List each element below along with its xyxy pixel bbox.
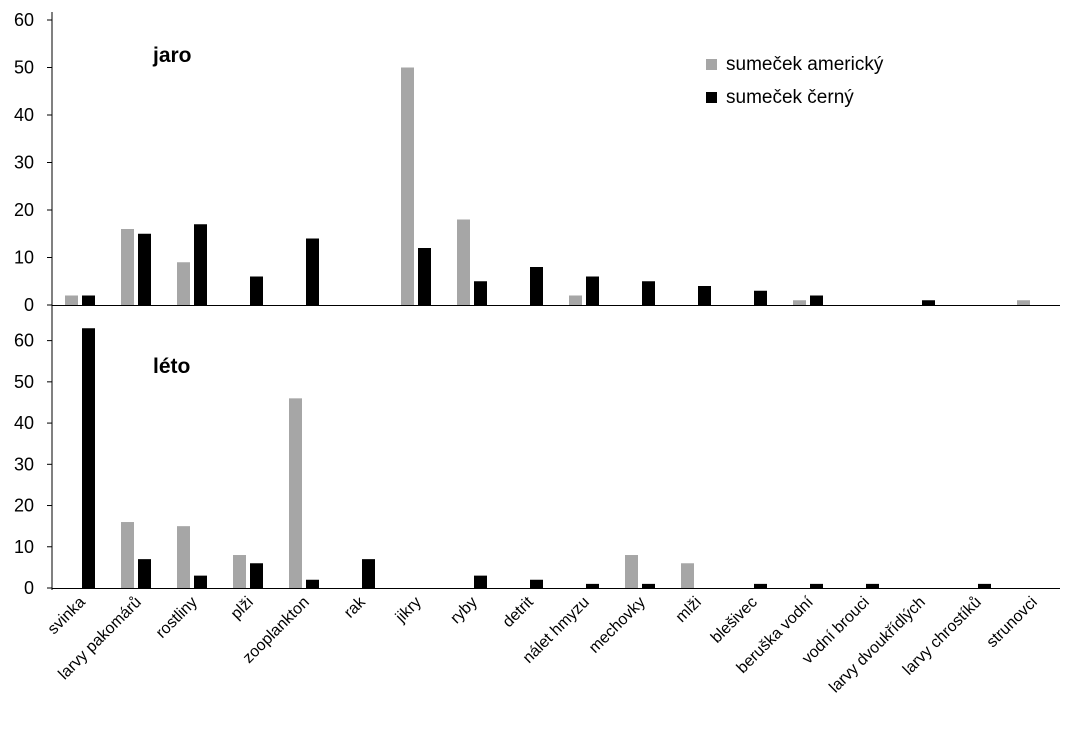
x-category-label: rak (341, 593, 369, 621)
x-category-label: strunovci (984, 594, 1041, 651)
bar (250, 563, 263, 588)
y-tick-label: 40 (14, 413, 34, 433)
panel-title: jaro (152, 44, 192, 67)
bar (586, 583, 599, 588)
legend-label: sumeček americký (726, 54, 884, 75)
bar (569, 295, 582, 305)
bar (65, 295, 78, 305)
legend-swatch (706, 92, 717, 103)
y-tick-label: 60 (14, 10, 34, 30)
bar (810, 583, 823, 588)
y-tick-label: 20 (14, 200, 34, 220)
bar (194, 575, 207, 588)
x-category-label: mechovky (586, 594, 649, 657)
bar (810, 295, 823, 305)
bar (177, 526, 190, 588)
bar (418, 248, 431, 305)
bar (457, 219, 470, 305)
bar (586, 276, 599, 305)
bar (642, 583, 655, 588)
y-tick-label: 30 (14, 454, 34, 474)
bar (82, 295, 95, 305)
bar (474, 575, 487, 588)
y-tick-label: 0 (24, 578, 34, 598)
x-category-label: blešivec (708, 594, 761, 647)
bar (625, 555, 638, 588)
x-category-label: rostliny (153, 594, 201, 642)
bar (681, 563, 694, 588)
bar (306, 579, 319, 588)
bar (306, 238, 319, 305)
x-category-label: plži (228, 594, 257, 623)
bar (121, 229, 134, 305)
legend-label: sumeček černý (726, 87, 854, 108)
x-category-label: jikry (392, 594, 425, 627)
x-category-label: mlži (673, 594, 705, 626)
x-category-label: svinka (45, 594, 89, 638)
bar (289, 398, 302, 588)
bar (362, 559, 375, 588)
y-tick-label: 50 (14, 58, 34, 78)
bar (138, 559, 151, 588)
x-category-label: detrit (500, 593, 538, 631)
y-tick-label: 0 (24, 295, 34, 315)
y-tick-label: 10 (14, 537, 34, 557)
y-tick-label: 40 (14, 105, 34, 125)
y-tick-label: 20 (14, 496, 34, 516)
x-category-label: ryby (447, 594, 480, 627)
bar (250, 276, 263, 305)
bar (754, 583, 767, 588)
y-tick-label: 60 (14, 331, 34, 351)
bar (177, 262, 190, 305)
bar (642, 281, 655, 305)
bar (793, 300, 806, 305)
x-category-label: larvy dvoukřídlých (826, 594, 929, 697)
y-tick-label: 10 (14, 248, 34, 268)
bar (1017, 300, 1030, 305)
bar (194, 224, 207, 305)
bar (922, 300, 935, 305)
bar (121, 522, 134, 588)
bar (978, 583, 991, 588)
bar (401, 67, 414, 305)
legend-swatch (706, 59, 717, 70)
bar (82, 328, 95, 588)
bar (530, 267, 543, 305)
bar (530, 579, 543, 588)
bar (138, 233, 151, 305)
bar (698, 286, 711, 305)
y-tick-label: 30 (14, 153, 34, 173)
panel-title: léto (153, 355, 190, 378)
bar (754, 290, 767, 305)
bar (866, 583, 879, 588)
bar (233, 555, 246, 588)
bar (474, 281, 487, 305)
y-tick-label: 50 (14, 372, 34, 392)
